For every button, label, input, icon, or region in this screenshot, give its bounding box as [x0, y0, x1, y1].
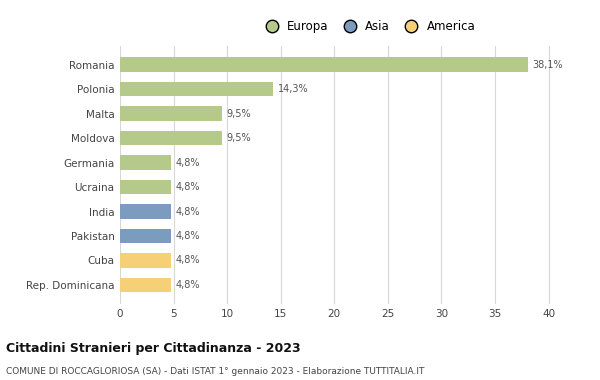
Bar	[120, 253, 172, 268]
Bar	[120, 57, 528, 72]
Text: 4,8%: 4,8%	[176, 280, 200, 290]
Bar	[120, 106, 222, 121]
Text: 38,1%: 38,1%	[533, 60, 563, 70]
Bar	[120, 131, 222, 146]
Text: 4,8%: 4,8%	[176, 255, 200, 266]
Text: 9,5%: 9,5%	[226, 109, 251, 119]
Text: 9,5%: 9,5%	[226, 133, 251, 143]
Text: 4,8%: 4,8%	[176, 158, 200, 168]
Text: Cittadini Stranieri per Cittadinanza - 2023: Cittadini Stranieri per Cittadinanza - 2…	[6, 342, 301, 355]
Bar	[120, 204, 172, 219]
Text: 4,8%: 4,8%	[176, 231, 200, 241]
Bar	[120, 229, 172, 243]
Bar	[120, 277, 172, 292]
Text: 4,8%: 4,8%	[176, 206, 200, 217]
Text: 4,8%: 4,8%	[176, 182, 200, 192]
Text: COMUNE DI ROCCAGLORIOSA (SA) - Dati ISTAT 1° gennaio 2023 - Elaborazione TUTTITA: COMUNE DI ROCCAGLORIOSA (SA) - Dati ISTA…	[6, 367, 424, 376]
Bar	[120, 155, 172, 170]
Text: 14,3%: 14,3%	[277, 84, 308, 94]
Bar	[120, 180, 172, 195]
Legend: Europa, Asia, America: Europa, Asia, America	[255, 15, 480, 38]
Bar	[120, 82, 273, 97]
